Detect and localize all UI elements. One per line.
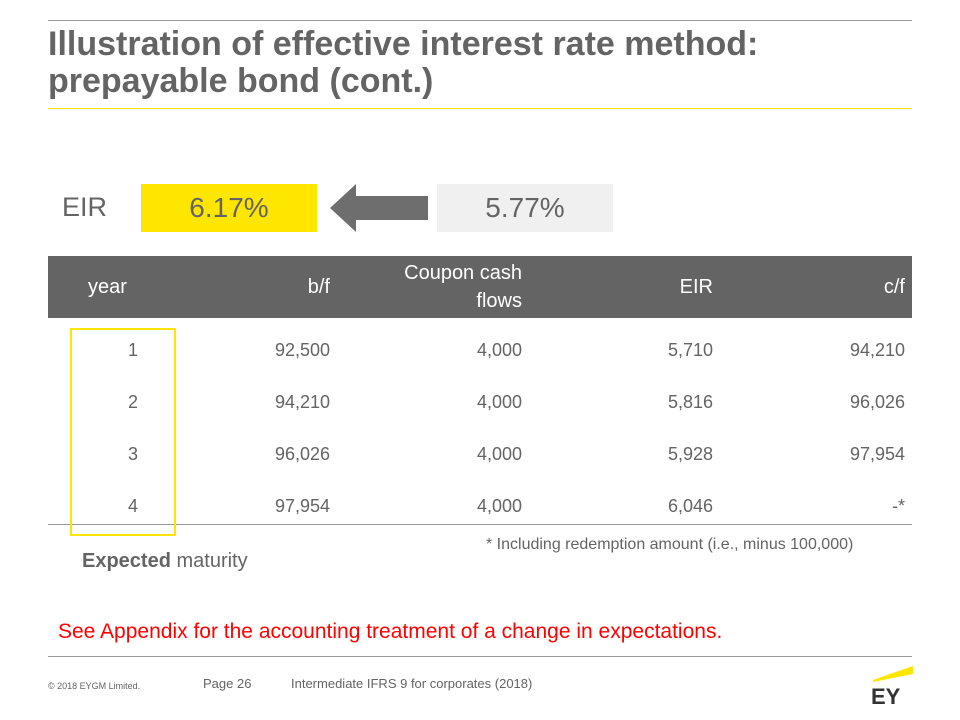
header-eir: EIR — [679, 276, 713, 298]
table-body: 1 92,500 4,000 5,710 94,210 2 94,210 4,0… — [48, 324, 912, 532]
left-arrow-icon — [330, 184, 428, 232]
cell-coupon: 4,000 — [476, 392, 522, 412]
eir-new-rate: 6.17% — [189, 192, 269, 223]
table-bottom-rule — [48, 524, 912, 525]
title-underline — [48, 108, 912, 109]
header-cf: c/f — [883, 276, 905, 298]
expected-maturity-label: Expected maturity — [82, 550, 248, 573]
cell-bf: 94,210 — [274, 392, 330, 412]
page-number: Page 26 — [203, 676, 252, 691]
ey-logo-text: EY — [871, 684, 901, 706]
cell-coupon: 4,000 — [476, 340, 522, 360]
cell-bf: 97,954 — [274, 496, 330, 516]
year-column-highlight — [70, 328, 176, 536]
title-line-2: prepayable bond (cont.) — [48, 62, 434, 100]
table-row: 3 96,026 4,000 5,928 97,954 — [48, 428, 912, 480]
eir-old-rate-box: 5.77% — [437, 184, 613, 232]
cell-eir: 5,928 — [667, 444, 713, 464]
cell-coupon: 4,000 — [476, 496, 522, 516]
cell-year: 2 — [127, 392, 138, 412]
expected-rest: maturity — [170, 550, 248, 572]
copyright: © 2018 EYGM Limited. — [48, 681, 141, 691]
eir-new-rate-box: 6.17% — [141, 184, 317, 232]
cell-cf: -* — [892, 496, 905, 516]
cell-cf: 97,954 — [849, 444, 905, 464]
header-coupon-cash-flows: Coupon cash flows — [404, 262, 522, 312]
cell-cf: 96,026 — [849, 392, 905, 412]
top-rule — [48, 20, 912, 21]
cell-eir: 5,816 — [667, 392, 713, 412]
cell-eir: 6,046 — [667, 496, 713, 516]
slide-title: Illustration of effective interest rate … — [48, 26, 912, 100]
eir-old-rate: 5.77% — [485, 192, 565, 223]
cell-bf: 92,500 — [274, 340, 330, 360]
table-footnote: * Including redemption amount (i.e., min… — [486, 536, 854, 553]
ey-logo: EY — [871, 666, 913, 706]
table-row: 1 92,500 4,000 5,710 94,210 — [48, 324, 912, 376]
cell-year: 4 — [127, 496, 138, 516]
cell-eir: 5,710 — [667, 340, 713, 360]
cell-year: 3 — [127, 444, 138, 464]
course-title: Intermediate IFRS 9 for corporates (2018… — [291, 676, 533, 691]
cell-bf: 96,026 — [274, 444, 330, 464]
appendix-note: See Appendix for the accounting treatmen… — [58, 620, 723, 643]
header-year: year — [88, 276, 127, 298]
cell-cf: 94,210 — [849, 340, 905, 360]
eir-label: EIR — [62, 192, 108, 222]
cell-coupon: 4,000 — [476, 444, 522, 464]
cell-year: 1 — [127, 340, 138, 360]
expected-bold: Expected — [82, 550, 171, 572]
title-line-1: Illustration of effective interest rate … — [48, 25, 759, 63]
table-row: 2 94,210 4,000 5,816 96,026 — [48, 376, 912, 428]
header-bf: b/f — [307, 276, 330, 298]
footer-rule — [48, 656, 912, 657]
table-row: 4 97,954 4,000 6,046 -* — [48, 480, 912, 532]
table-header: year b/f Coupon cash flows EIR c/f — [48, 256, 912, 318]
